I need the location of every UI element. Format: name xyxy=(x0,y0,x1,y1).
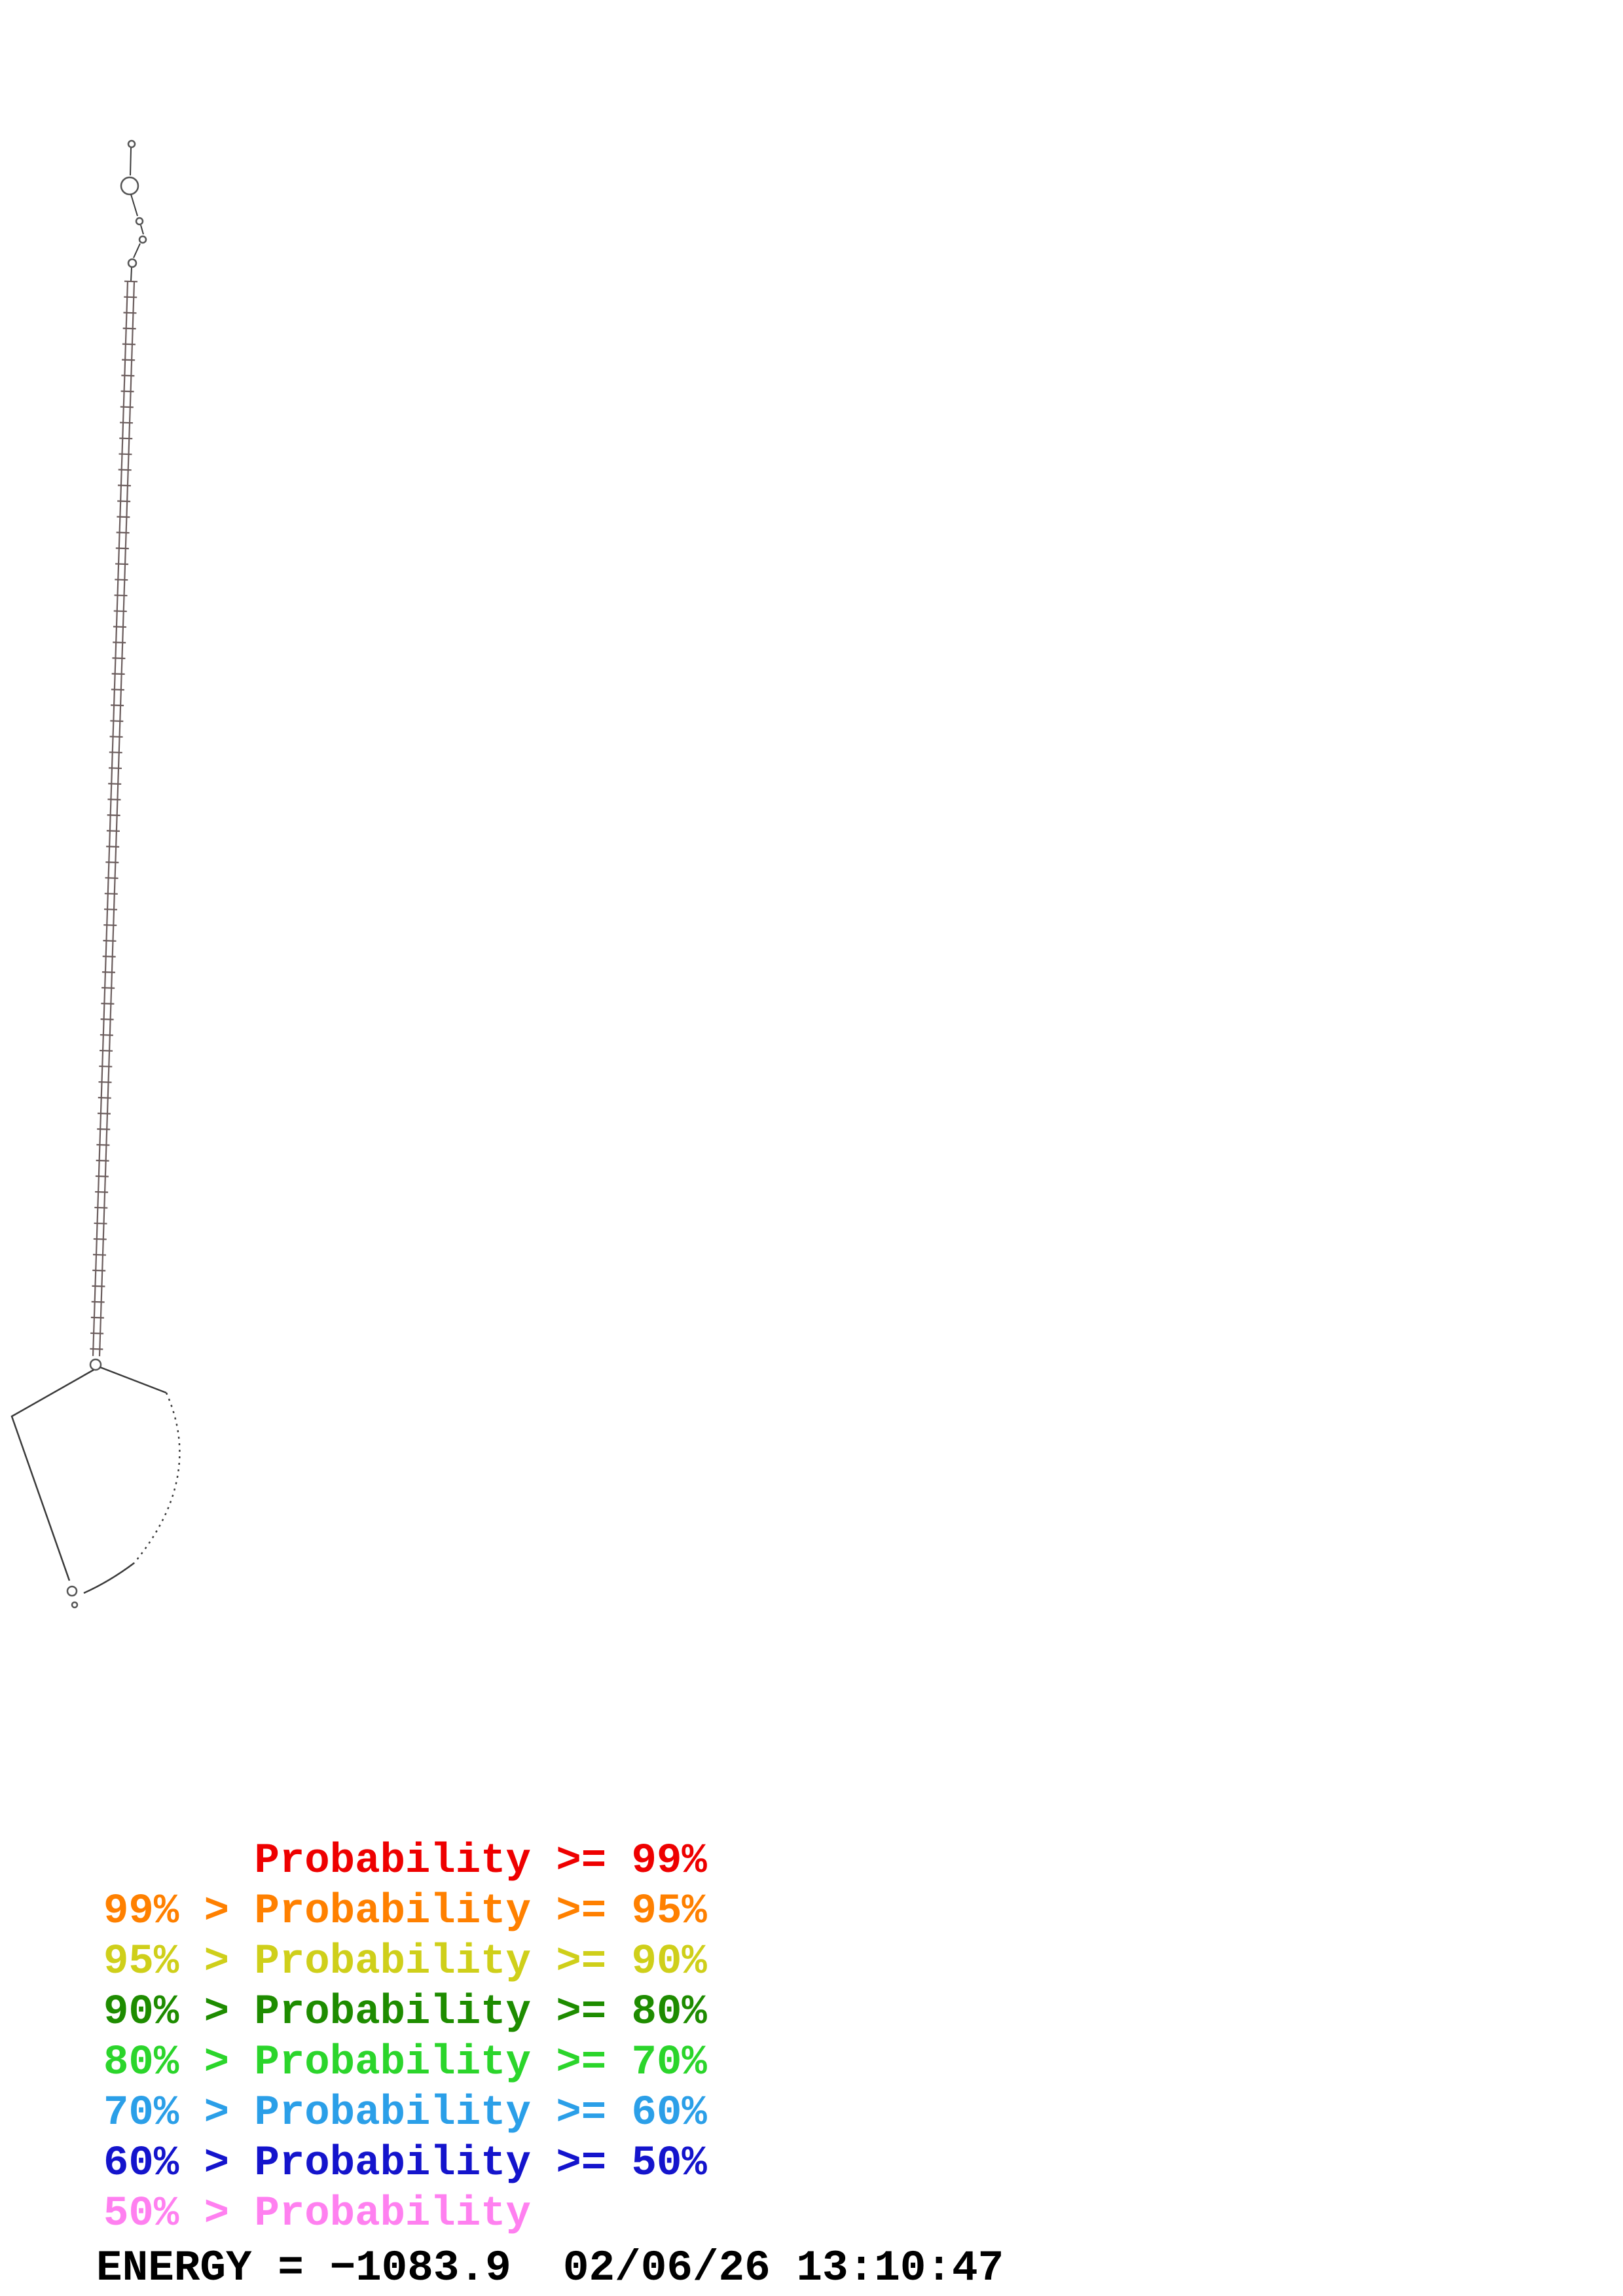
structure-segment xyxy=(92,1269,106,1272)
nucleotide-circle xyxy=(71,1601,79,1609)
structure-segment xyxy=(140,224,144,235)
structure-segment xyxy=(124,280,138,283)
nucleotide-circle xyxy=(127,258,137,268)
structure-segment xyxy=(102,956,116,958)
structure-segment xyxy=(107,814,120,816)
structure-segment xyxy=(100,1049,113,1052)
loop-path xyxy=(100,1366,167,1394)
structure-segment xyxy=(100,1018,114,1020)
structure-segment xyxy=(130,147,132,176)
structure-segment xyxy=(115,579,128,581)
structure-segment xyxy=(101,971,115,973)
structure-segment xyxy=(104,893,118,895)
structure-segment xyxy=(101,1003,115,1005)
structure-segment xyxy=(109,736,123,738)
legend-item-95: 99% > Probability >= 95% xyxy=(103,1888,707,1935)
structure-segment xyxy=(99,1065,113,1067)
structure-segment xyxy=(103,908,118,910)
structure-segment xyxy=(109,751,122,754)
structure-segment xyxy=(130,194,138,217)
nucleotide-circle xyxy=(120,176,139,196)
legend-item-99: Probability >= 99% xyxy=(103,1838,707,1885)
structure-segment xyxy=(120,406,134,408)
structure-segment xyxy=(95,1175,109,1177)
structure-segment xyxy=(96,1159,109,1162)
structure-segment xyxy=(117,500,131,503)
structure-segment xyxy=(122,359,136,361)
structure-segment xyxy=(97,1128,111,1130)
structure-segment xyxy=(98,1081,112,1083)
structure-segment xyxy=(90,1348,103,1350)
legend-item-70: 80% > Probability >= 70% xyxy=(103,2039,707,2087)
legend-item-90: 95% > Probability >= 90% xyxy=(103,1939,707,1986)
loop-path xyxy=(134,1392,181,1564)
structure-segment xyxy=(106,846,120,848)
structure-segment xyxy=(118,469,132,471)
structure-segment xyxy=(107,798,121,801)
nucleotide-circle xyxy=(138,235,147,244)
legend-item-60: 70% > Probability >= 60% xyxy=(103,2090,707,2137)
structure-segment xyxy=(111,689,124,691)
legend-item-80: 90% > Probability >= 80% xyxy=(103,1989,707,2036)
legend-item-50: 60% > Probability >= 50% xyxy=(103,2140,707,2187)
structure-segment xyxy=(95,1191,109,1193)
structure-segment xyxy=(119,453,132,456)
structure-segment xyxy=(114,594,128,597)
probability-legend: Probability >= 99% 99% > Probability >= … xyxy=(103,1837,707,2240)
energy-readout: ENERGY = −1083.9 02/06/26 13:10:47 xyxy=(96,2244,1004,2293)
structure-segment xyxy=(120,390,134,393)
structure-segment xyxy=(92,1285,105,1287)
structure-segment xyxy=(111,673,125,675)
structure-segment xyxy=(90,1332,104,1335)
nucleotide-circle xyxy=(66,1585,78,1597)
nucleotide-circle xyxy=(135,217,144,226)
structure-segment xyxy=(93,1238,107,1240)
structure-segment xyxy=(122,343,136,346)
structure-segment xyxy=(105,861,119,863)
structure-segment xyxy=(98,281,136,1357)
structure-segment xyxy=(111,704,124,707)
structure-segment xyxy=(113,641,126,644)
structure-segment xyxy=(108,783,122,785)
structure-segment xyxy=(124,296,137,298)
legend-item-below-50: 50% > Probability xyxy=(103,2191,531,2238)
nucleotide-circle xyxy=(89,1358,102,1371)
structure-segment xyxy=(92,281,129,1356)
structure-segment xyxy=(123,312,137,314)
structure-segment xyxy=(130,267,132,282)
structure-segment xyxy=(97,1112,111,1115)
structure-segment xyxy=(117,516,130,518)
structure-segment xyxy=(113,626,126,628)
structure-segment xyxy=(116,531,130,534)
structure-segment xyxy=(133,243,141,259)
loop-path xyxy=(10,1369,94,1581)
loop-path xyxy=(83,1562,135,1594)
structure-segment xyxy=(94,1222,107,1225)
nucleotide-circle xyxy=(127,139,136,149)
